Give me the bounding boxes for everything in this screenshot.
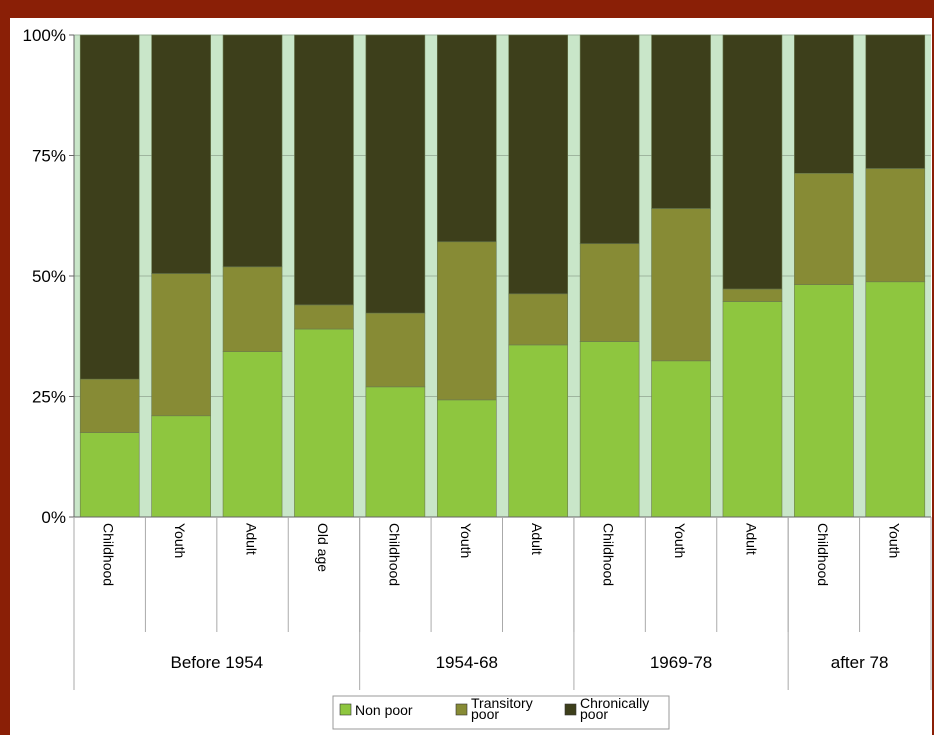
bar-segment-chronically-poor (151, 34, 211, 274)
y-tick-label: 50% (32, 267, 66, 286)
bar-segment-non-poor (508, 344, 569, 518)
category-label: Youth (886, 523, 902, 558)
bar-segment-chronically-poor (651, 34, 711, 209)
bar-segment-non-poor (436, 399, 497, 518)
bar-segment-transitory-poor (436, 241, 497, 401)
bar-segment-transitory-poor (222, 266, 283, 352)
bar-segment-chronically-poor (794, 34, 854, 174)
bar-segment-transitory-poor (508, 293, 569, 346)
bar-segment-chronically-poor (865, 34, 926, 169)
bar-segment-transitory-poor (865, 168, 926, 283)
bar-segment-non-poor (365, 386, 426, 518)
group-label: Before 1954 (171, 653, 264, 672)
category-label: Childhood (101, 523, 117, 586)
y-tick-label: 100% (23, 26, 66, 45)
bar-segment-transitory-poor (722, 288, 783, 302)
legend-label: Non poor (355, 702, 413, 718)
category-label: Youth (172, 523, 188, 558)
category-label: Old age (315, 523, 331, 572)
bar-segment-chronically-poor (579, 34, 640, 245)
bar-segment-transitory-poor (579, 243, 640, 342)
legend-label: Transitory poor (471, 695, 533, 722)
bar-segment-transitory-poor (365, 312, 426, 388)
category-label: Adult (244, 523, 260, 555)
y-tick-label: 0% (41, 508, 66, 527)
legend-swatch (564, 703, 577, 716)
category-label: Adult (529, 523, 545, 555)
stacked-bar-chart: 0% 25% 50% 75% 100% Childhood Youth Adult Old ag… (23, 26, 932, 730)
category-label: Youth (672, 523, 688, 558)
bar-segment-chronically-poor (365, 34, 426, 314)
bar-segment-non-poor (294, 328, 354, 518)
bar-segment-transitory-poor (794, 173, 854, 285)
chart-panel: 0% 25% 50% 75% 100% Childhood Youth Adult Old ag… (10, 18, 932, 735)
legend-swatch (339, 703, 352, 716)
bar-segment-non-poor (794, 284, 854, 518)
bar-segment-transitory-poor (151, 273, 211, 417)
bar-segment-non-poor (651, 360, 711, 518)
bar-segment-chronically-poor (294, 34, 354, 306)
bar-segment-chronically-poor (222, 34, 283, 268)
bar-segment-non-poor (722, 301, 783, 518)
figure-title (0, 0, 934, 18)
bar-segment-chronically-poor (508, 34, 569, 295)
group-label: 1954-68 (436, 653, 498, 672)
bar-segment-non-poor (579, 341, 640, 518)
bar-segment-chronically-poor (79, 34, 140, 380)
group-label: 1969-78 (650, 653, 712, 672)
category-label: Adult (743, 523, 759, 555)
category-label: Childhood (601, 523, 617, 586)
legend-label: Chronically poor (580, 695, 649, 722)
category-label: Childhood (386, 523, 402, 586)
y-tick-label: 75% (32, 147, 66, 166)
bar-segment-non-poor (151, 415, 211, 518)
bar-segment-non-poor (79, 432, 140, 518)
bar-segment-transitory-poor (79, 378, 140, 433)
bar-segment-non-poor (865, 281, 926, 518)
bar-segment-transitory-poor (294, 304, 354, 330)
category-label: Childhood (815, 523, 831, 586)
y-tick-label: 25% (32, 388, 66, 407)
bar-segment-non-poor (222, 351, 283, 518)
bar-segment-chronically-poor (436, 34, 497, 243)
category-label: Youth (458, 523, 474, 558)
bar-segment-transitory-poor (651, 208, 711, 362)
legend-box (332, 695, 670, 730)
bar-segment-chronically-poor (722, 34, 783, 290)
legend-swatch (455, 703, 468, 716)
group-label: after 78 (831, 653, 889, 672)
